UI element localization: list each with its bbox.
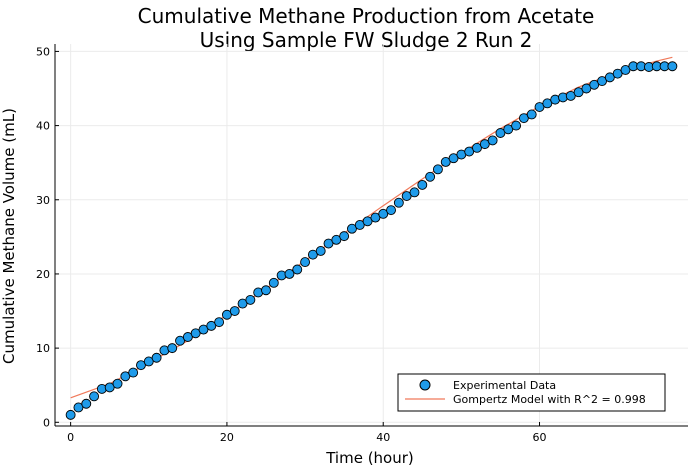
data-point bbox=[612, 68, 623, 79]
data-point bbox=[354, 220, 365, 230]
series-layer bbox=[65, 56, 678, 420]
data-point bbox=[182, 332, 193, 342]
data-point bbox=[89, 391, 100, 402]
y-tick-label: 40 bbox=[36, 120, 50, 133]
x-tick-label: 60 bbox=[533, 431, 547, 444]
legend: Experimental Data Gompertz Model with R^… bbox=[397, 373, 666, 412]
legend-label-experimental: Experimental Data bbox=[453, 379, 556, 392]
plot-area: 0 20 40 60 0 10 20 30 40 50 bbox=[36, 44, 688, 444]
data-point bbox=[307, 249, 318, 260]
y-tick-label: 30 bbox=[36, 194, 50, 207]
gompertz-model-line bbox=[70, 56, 673, 399]
axes-frame bbox=[54, 44, 688, 427]
chart-subtitle: Using Sample FW Sludge 2 Run 2 bbox=[200, 28, 533, 52]
y-tick-label: 10 bbox=[36, 342, 50, 355]
data-point bbox=[237, 298, 248, 309]
data-point bbox=[518, 113, 529, 124]
data-point bbox=[370, 212, 381, 223]
data-point bbox=[268, 277, 279, 288]
data-point bbox=[479, 139, 490, 150]
data-point bbox=[401, 191, 412, 202]
data-point bbox=[432, 164, 443, 175]
x-tick-label: 0 bbox=[67, 431, 74, 444]
data-point bbox=[386, 205, 396, 216]
tick-layer: 0 20 40 60 0 10 20 30 40 50 bbox=[36, 45, 547, 444]
chart-title: Cumulative Methane Production from Aceta… bbox=[138, 4, 595, 28]
data-point bbox=[440, 156, 451, 167]
data-point bbox=[245, 294, 256, 305]
data-point bbox=[104, 382, 115, 393]
legend-marker-experimental bbox=[419, 379, 431, 391]
data-point bbox=[487, 135, 498, 146]
data-point bbox=[667, 61, 678, 72]
data-point bbox=[198, 324, 209, 335]
data-point bbox=[261, 285, 271, 296]
data-point bbox=[495, 128, 506, 138]
data-point bbox=[534, 102, 545, 112]
y-tick-label: 20 bbox=[36, 268, 50, 281]
legend-box bbox=[397, 373, 666, 412]
y-tick-label: 0 bbox=[43, 416, 50, 429]
y-axis-label: Cumulative Methane Volume (mL) bbox=[0, 108, 18, 364]
data-point bbox=[542, 98, 553, 109]
data-point bbox=[151, 352, 162, 363]
data-point bbox=[323, 238, 334, 249]
data-point bbox=[175, 335, 185, 346]
x-tick-label: 40 bbox=[376, 431, 390, 444]
data-point bbox=[573, 87, 584, 98]
data-point bbox=[472, 142, 482, 153]
data-point bbox=[339, 231, 350, 242]
data-point bbox=[190, 328, 201, 339]
data-point bbox=[214, 317, 225, 328]
data-point bbox=[65, 409, 76, 420]
data-point bbox=[378, 208, 389, 219]
data-point bbox=[73, 402, 84, 413]
data-point bbox=[511, 120, 522, 131]
data-point bbox=[448, 153, 459, 164]
data-point bbox=[81, 398, 92, 409]
data-point bbox=[229, 306, 240, 316]
data-point bbox=[331, 234, 342, 245]
data-point bbox=[362, 216, 373, 227]
data-point bbox=[526, 109, 537, 120]
data-point bbox=[120, 371, 131, 382]
data-point bbox=[221, 309, 232, 320]
data-point bbox=[315, 245, 326, 256]
legend-label-gompertz: Gompertz Model with R^2 = 0.998 bbox=[453, 393, 646, 406]
data-point bbox=[503, 124, 514, 135]
data-point bbox=[136, 360, 146, 371]
data-point bbox=[581, 83, 592, 94]
y-tick-label: 50 bbox=[36, 45, 50, 58]
x-tick-label: 20 bbox=[220, 431, 234, 444]
data-point bbox=[620, 65, 631, 75]
data-point bbox=[604, 72, 615, 83]
data-point bbox=[128, 367, 139, 378]
data-point bbox=[393, 197, 404, 208]
data-point bbox=[284, 268, 295, 279]
data-point bbox=[112, 378, 123, 389]
x-axis-label: Time (hour) bbox=[325, 449, 414, 467]
data-point bbox=[425, 171, 436, 182]
data-point bbox=[167, 343, 178, 354]
data-point bbox=[589, 79, 600, 90]
data-point bbox=[464, 146, 475, 157]
data-point bbox=[347, 223, 357, 234]
data-point bbox=[417, 179, 428, 190]
grid-layer bbox=[55, 44, 688, 426]
data-point bbox=[565, 90, 576, 101]
data-point bbox=[292, 264, 303, 275]
data-point bbox=[409, 187, 420, 198]
data-point bbox=[597, 76, 607, 87]
data-point bbox=[206, 320, 217, 331]
data-point bbox=[300, 257, 311, 268]
data-point bbox=[143, 356, 154, 367]
